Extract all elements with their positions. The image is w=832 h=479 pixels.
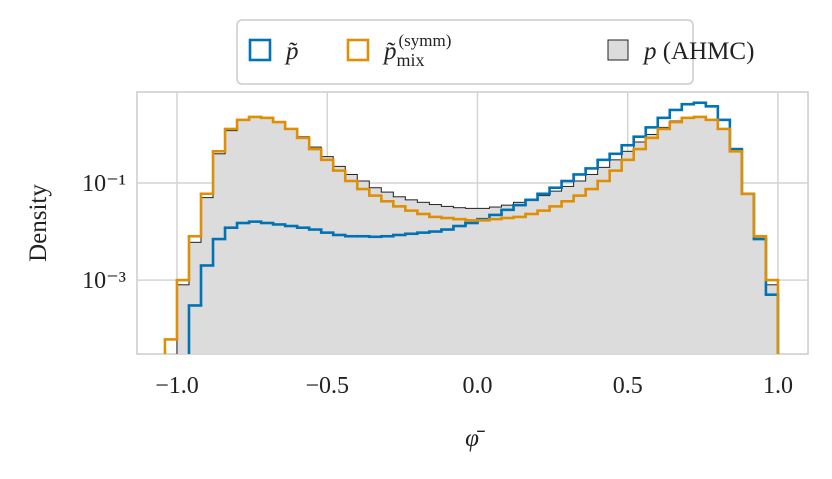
x-axis-label: φ̄: [465, 425, 486, 452]
bin-bar: [597, 167, 610, 354]
bin-bar: [501, 205, 514, 354]
y-tick-label: 10⁻³: [82, 268, 126, 294]
y-tick-label: 10⁻¹: [82, 171, 126, 197]
bin-bar: [333, 166, 346, 354]
bin-bar: [681, 117, 695, 354]
y-axis-label: Density: [25, 184, 52, 262]
bin-bar: [717, 128, 731, 354]
bin-bar: [417, 202, 430, 354]
bin-bar: [741, 193, 755, 354]
x-tick-label: −1.0: [155, 373, 199, 399]
bin-bar: [693, 116, 707, 354]
bin-bar: [573, 181, 586, 354]
bin-bar: [561, 186, 574, 354]
bin-bar: [369, 187, 382, 354]
legend-label: p (AHMC): [642, 38, 754, 65]
bin-bar: [477, 208, 490, 354]
x-tick-label: 0.5: [613, 373, 643, 399]
bin-bar: [609, 159, 622, 354]
bin-bar: [176, 284, 190, 354]
bin-bar: [705, 119, 719, 354]
bin-bar: [669, 120, 683, 354]
bin-bar: [729, 151, 743, 354]
bin-bar: [441, 206, 454, 354]
bin-bar: [297, 136, 310, 354]
x-tick-label: 1.0: [763, 373, 793, 399]
bin-bar: [645, 134, 659, 354]
bin-bar: [225, 130, 238, 354]
bin-bar: [201, 197, 214, 354]
legend-label: p̃mix(symm): [382, 31, 451, 70]
bin-bar: [261, 117, 274, 354]
bin-bar: [633, 141, 647, 354]
bin-bar: [489, 207, 502, 354]
x-tick-label: −0.5: [305, 373, 349, 399]
bin-bar: [657, 127, 671, 354]
x-tick-label: 0.0: [462, 373, 492, 399]
bin-bar: [753, 236, 767, 354]
bin-bar: [285, 128, 298, 354]
step-riser: [187, 102, 780, 354]
plot: [163, 101, 780, 354]
legend-box: [236, 19, 694, 85]
bin-bar: [405, 199, 418, 354]
bin-bar: [525, 199, 538, 354]
legend-label: p̃: [284, 38, 299, 65]
bin-bar: [465, 208, 478, 354]
bin-bar: [321, 156, 334, 354]
bin-bar: [429, 204, 442, 354]
bin-bar: [357, 181, 370, 354]
bin-bar: [393, 196, 406, 354]
legend-swatch: [248, 38, 272, 62]
bin-bar: [188, 242, 202, 354]
bin-bar: [237, 119, 250, 354]
bin-bar: [537, 195, 550, 354]
bin-bar: [249, 116, 262, 354]
step-riser: [163, 116, 780, 354]
legend-swatch: [346, 38, 370, 62]
bin-bar: [585, 174, 598, 354]
bin-bar: [513, 202, 526, 354]
bin-bar: [273, 122, 286, 354]
bin-bar: [213, 153, 226, 354]
legend-swatch: [607, 39, 629, 61]
bin-bar: [345, 174, 358, 354]
bin-bar: [381, 192, 394, 354]
bin-bar: [453, 207, 466, 354]
bin-bar: [765, 284, 779, 354]
bin-bar: [309, 147, 322, 354]
bin-bar: [621, 151, 635, 354]
bin-bar: [549, 191, 562, 354]
